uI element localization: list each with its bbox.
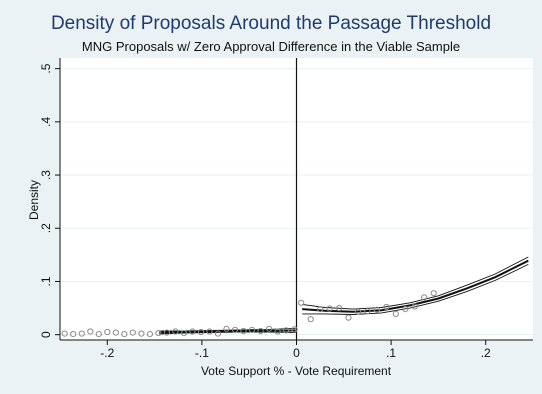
x-ticks: -.2 -.1 0 .1 .2 xyxy=(100,340,491,360)
data-point xyxy=(223,325,230,332)
data-point xyxy=(206,328,213,335)
data-point xyxy=(129,329,136,336)
x-axis-title: Vote Support % - Vote Requirement xyxy=(201,364,392,378)
ci-lower-line xyxy=(302,263,529,315)
data-point xyxy=(240,327,247,335)
data-point xyxy=(283,327,290,334)
data-point xyxy=(298,299,305,306)
data-point xyxy=(138,330,145,337)
y-tick-label: .3 xyxy=(39,170,53,180)
data-point xyxy=(172,328,179,335)
data-point xyxy=(354,308,362,315)
data-point xyxy=(402,306,409,313)
x-tick-label: .1 xyxy=(386,346,396,360)
confidence-bands xyxy=(159,256,529,335)
data-point xyxy=(61,330,68,337)
y-tick-label: 0 xyxy=(39,331,53,338)
data-point xyxy=(411,303,418,310)
data-point xyxy=(189,328,196,335)
data-point xyxy=(317,306,324,313)
data-point xyxy=(70,331,77,338)
data-point xyxy=(336,305,343,312)
ci-upper-line xyxy=(302,256,529,310)
data-point xyxy=(345,314,352,321)
data-point xyxy=(248,326,256,333)
data-point xyxy=(430,290,437,297)
y-tick-label: .4 xyxy=(39,117,53,127)
data-point xyxy=(291,326,298,333)
fit-line xyxy=(302,259,529,313)
x-tick-label: -.2 xyxy=(100,346,114,360)
x-tick-label: 0 xyxy=(293,346,300,360)
chart-title: Density of Proposals Around the Passage … xyxy=(50,13,492,34)
x-tick-label: -.1 xyxy=(195,346,209,360)
x-tick-label: .2 xyxy=(481,346,491,360)
data-point xyxy=(231,326,239,333)
y-tick-label: .1 xyxy=(39,276,53,286)
data-point xyxy=(257,327,264,335)
y-ticks: 0 .1 .2 .3 .4 .5 xyxy=(39,63,60,338)
data-point xyxy=(197,328,205,336)
data-point xyxy=(87,328,94,335)
data-point xyxy=(214,330,222,337)
data-point xyxy=(180,330,187,337)
data-point xyxy=(307,316,314,323)
data-point xyxy=(274,328,281,335)
data-point xyxy=(364,308,371,315)
data-point xyxy=(78,330,85,337)
ci-upper-line xyxy=(159,327,296,332)
chart-subtitle: MNG Proposals w/ Zero Approval Differenc… xyxy=(81,39,461,54)
data-point xyxy=(392,310,399,317)
data-point xyxy=(112,329,119,336)
y-tick-label: .2 xyxy=(39,223,53,233)
data-point xyxy=(383,303,390,311)
y-tick-label: .5 xyxy=(39,63,53,73)
data-point xyxy=(121,331,128,338)
data-point xyxy=(146,331,153,338)
data-point xyxy=(104,328,111,336)
data-point xyxy=(326,305,333,312)
data-point xyxy=(373,306,380,313)
data-point xyxy=(155,330,162,337)
data-point xyxy=(163,329,170,336)
data-point xyxy=(95,331,102,338)
y-axis-title: Density xyxy=(27,180,41,220)
data-point xyxy=(266,325,273,332)
ci-lower-line xyxy=(159,331,296,335)
data-point xyxy=(421,294,428,301)
data-points xyxy=(61,290,437,338)
